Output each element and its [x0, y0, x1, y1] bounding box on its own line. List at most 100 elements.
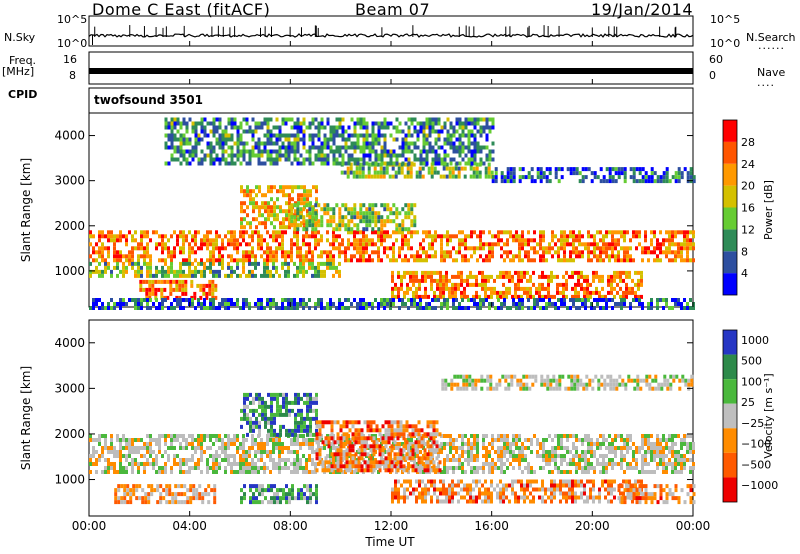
power-cell-132 — [179, 234, 182, 239]
power-cell-427 — [362, 242, 365, 247]
power-cell-1223 — [196, 283, 200, 288]
power-cell-422 — [359, 254, 362, 259]
power-cell-387 — [338, 250, 341, 255]
power-cell-113 — [164, 242, 167, 247]
power-cell-2816 — [377, 153, 381, 158]
power-cell-1668 — [400, 166, 404, 171]
velocity-cell-1101 — [608, 458, 611, 462]
power-cell-2256 — [683, 167, 687, 172]
power-cell-1350 — [288, 201, 291, 206]
power-cell-930 — [683, 230, 686, 235]
power-cell-2891 — [410, 161, 414, 166]
power-cell-2287 — [170, 153, 174, 158]
power-cell-236 — [242, 258, 245, 263]
power-cell-1161 — [338, 269, 341, 274]
velocity-cell-1 — [89, 438, 92, 442]
power-cell-450 — [377, 230, 380, 235]
power-cell-1536 — [365, 219, 369, 224]
velocity-cell-249 — [215, 438, 218, 442]
power-cell-1438 — [302, 215, 306, 220]
power-cell-466 — [383, 250, 386, 255]
velocity-cell-754 — [443, 462, 446, 466]
power-cell-1437 — [302, 207, 306, 212]
velocity-cell-146 — [161, 454, 164, 458]
power-cell-2621 — [302, 141, 306, 146]
power-cell-1921 — [508, 286, 511, 291]
velocity-cell-1215 — [662, 458, 665, 462]
power-cell-2668 — [323, 125, 327, 130]
power-cell-1919 — [508, 274, 511, 279]
power-cell-352 — [314, 234, 317, 239]
power-cell-3027 — [464, 125, 468, 130]
velocity-cell-908 — [512, 458, 515, 462]
power-cell-3345 — [464, 306, 467, 310]
power-cell-478 — [392, 254, 395, 259]
velocity-cell-796 — [461, 470, 464, 474]
power-cell-3245 — [302, 306, 305, 310]
velocity-cell-191 — [185, 446, 188, 450]
power-cell-1235 — [208, 287, 212, 292]
power-cell-995 — [140, 273, 143, 278]
power-cell-1592 — [404, 211, 408, 216]
power-cell-966 — [104, 265, 107, 270]
velocity-cell-16 — [98, 434, 101, 438]
power-cell-1552 — [374, 211, 378, 216]
power-cell-2388 — [212, 133, 216, 138]
power-cell-1300 — [264, 225, 267, 230]
power-cell-772 — [587, 246, 590, 251]
velocity-cell-1143 — [629, 462, 632, 466]
velocity-cell-193 — [185, 462, 188, 466]
power-cell-2871 — [404, 133, 408, 138]
power-cell-2537 — [269, 161, 273, 166]
power-cell-918 — [674, 258, 677, 263]
power-cell-585 — [464, 254, 467, 259]
power-cell-579 — [461, 254, 464, 259]
power-cell-2055 — [607, 282, 610, 287]
velocity-cell-1106 — [611, 450, 614, 454]
power-cell-3389 — [539, 298, 542, 302]
power-cell-1494 — [338, 227, 342, 232]
power-cell-3114 — [110, 298, 113, 302]
power-cell-2592 — [293, 133, 297, 138]
power-cell-462 — [383, 230, 386, 235]
velocity-cell-105 — [140, 446, 143, 450]
power-cell-536 — [431, 246, 434, 251]
power-cell-3459 — [656, 306, 659, 310]
velocity-cell-1121 — [620, 446, 623, 450]
power-cell-3173 — [203, 298, 206, 302]
power-cell-577 — [461, 238, 464, 243]
power-cell-2044 — [598, 274, 601, 279]
power-cell-530 — [428, 242, 431, 247]
power-cell-1851 — [460, 270, 463, 275]
power-cell-1410 — [315, 185, 318, 190]
power-cell-3375 — [518, 298, 521, 302]
power-cell-1963 — [538, 286, 541, 291]
power-cell-1348 — [288, 193, 291, 198]
power-cell-1957 — [532, 282, 535, 287]
power-cell-1565 — [383, 203, 387, 208]
power-cell-514 — [419, 242, 422, 247]
velocity-cell-223 — [200, 450, 203, 454]
velocity-cell-109 — [143, 446, 146, 450]
power-cell-177 — [209, 238, 212, 243]
power-cell-2847 — [392, 125, 396, 130]
power-cell-968 — [107, 261, 110, 266]
power-cell-2346 — [194, 137, 198, 142]
power-cell-1712 — [454, 166, 458, 171]
velocity-cell-1425 — [267, 484, 270, 489]
power-cell-2844 — [389, 153, 393, 158]
power-cell-1379 — [300, 197, 303, 202]
power-cell-1178 — [151, 283, 155, 288]
power-cell-2704 — [335, 149, 339, 154]
power-cell-1561 — [380, 215, 384, 220]
power-cell-515 — [419, 246, 422, 251]
power-cell-265 — [260, 254, 263, 259]
power-cell-2397 — [215, 141, 219, 146]
power-cell-2043 — [595, 290, 598, 295]
power-cell-1272 — [252, 197, 255, 202]
power-cell-1853 — [460, 278, 463, 283]
power-cell-3360 — [488, 306, 491, 310]
power-cell-1163 — [139, 279, 143, 284]
power-cell-846 — [626, 250, 629, 255]
power-cell-1325 — [276, 213, 279, 218]
